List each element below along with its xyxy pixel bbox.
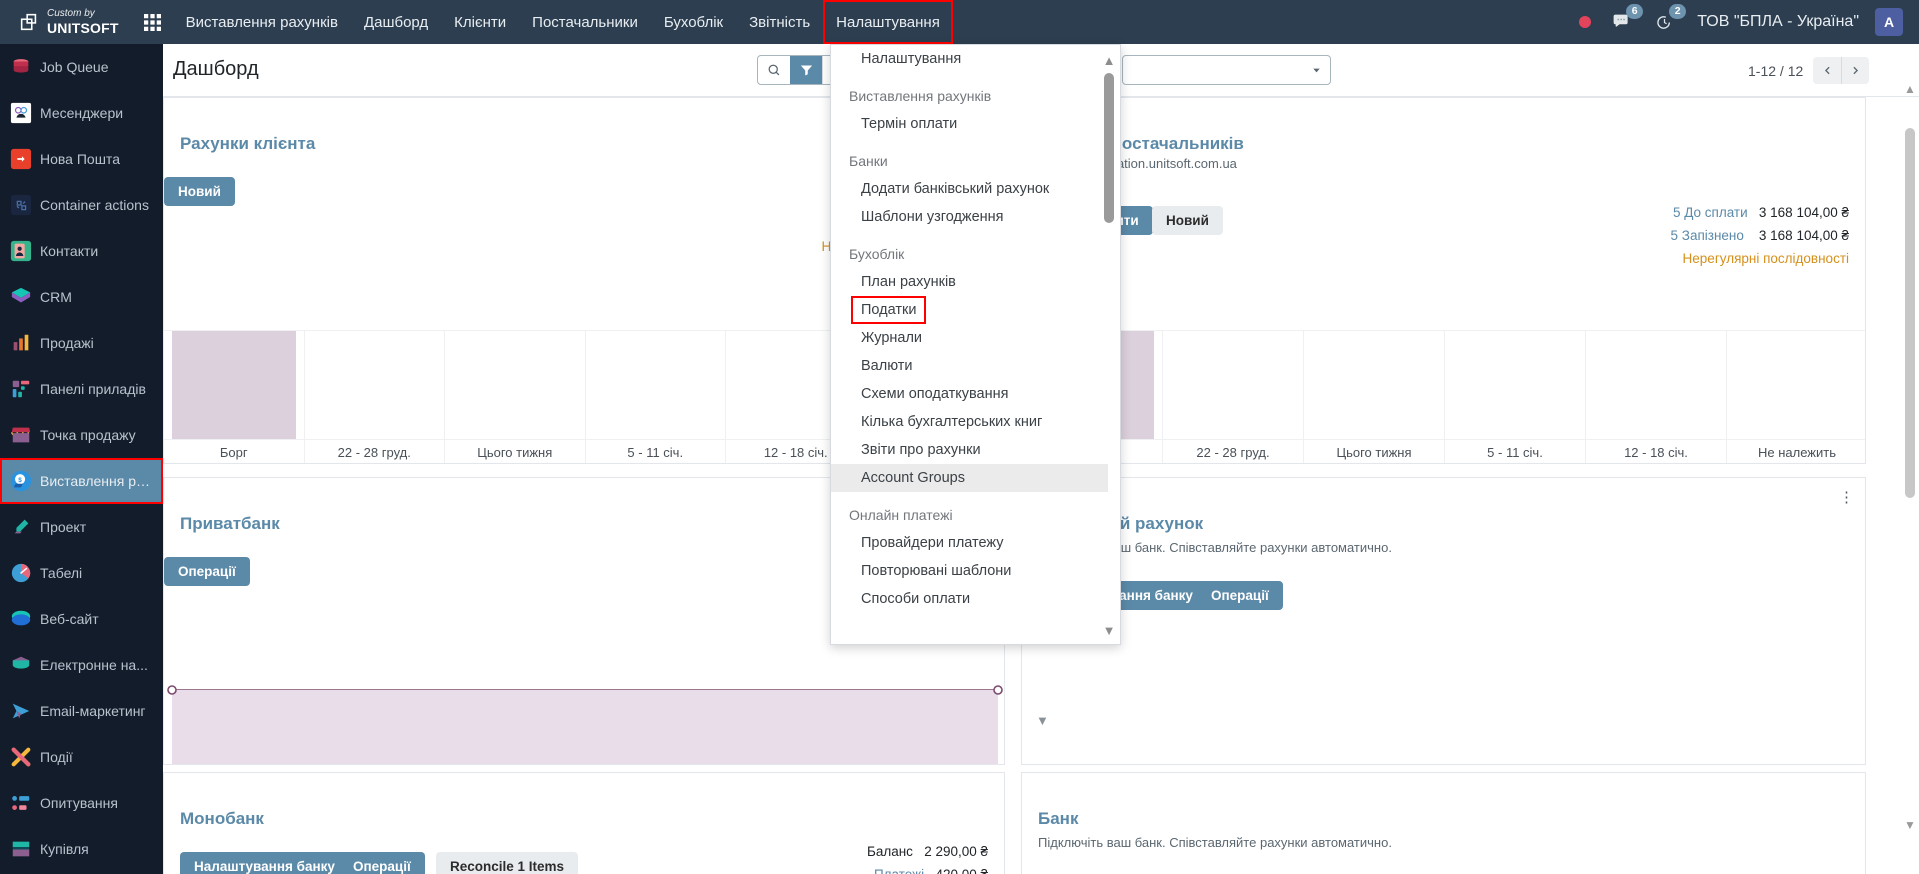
svg-text:$: $ bbox=[18, 477, 22, 484]
